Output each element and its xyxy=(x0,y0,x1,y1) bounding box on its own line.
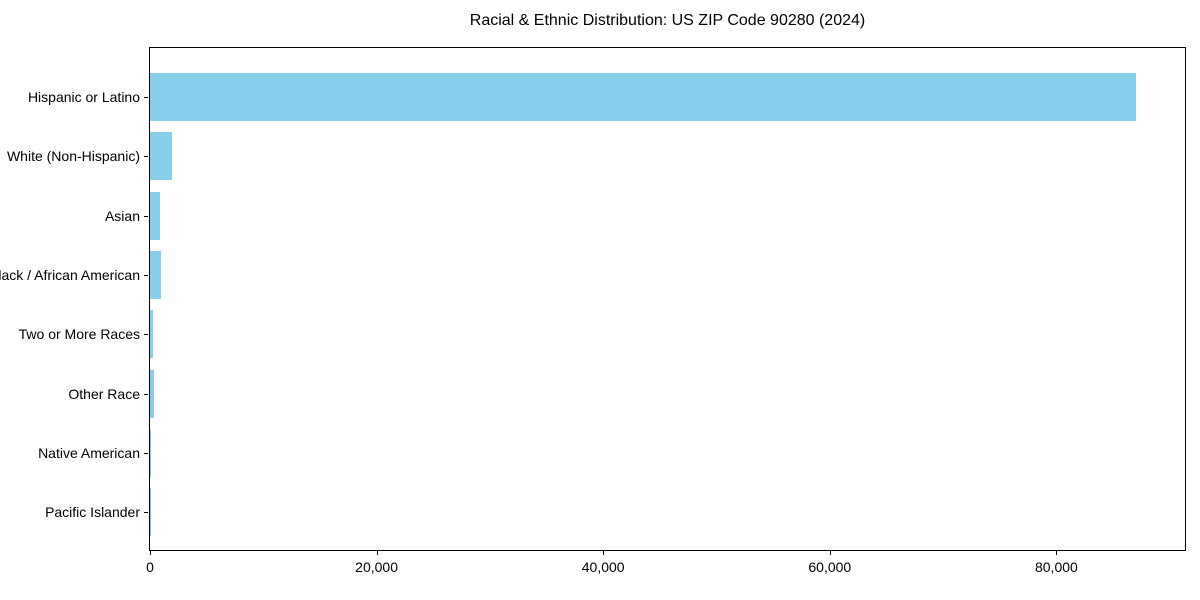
x-axis-tick-mark xyxy=(603,551,605,555)
x-axis-tick-label: 0 xyxy=(146,559,154,575)
y-axis-tick-mark xyxy=(144,97,148,98)
y-axis-tick-mark xyxy=(144,393,148,395)
bar-white-non-hispanic xyxy=(150,132,172,181)
y-axis-label-asian: Asian xyxy=(104,207,140,224)
y-axis-label-hispanic-or-latino: Hispanic or Latino xyxy=(27,89,140,105)
y-axis-label-white-non-hispanic: White (Non-Hispanic) xyxy=(6,148,140,165)
x-axis-tick-label: 80,000 xyxy=(1034,559,1078,575)
x-axis-tick-label: 20,000 xyxy=(355,559,399,575)
x-axis-tick-mark xyxy=(829,551,831,555)
bar-other-race xyxy=(150,369,154,418)
plot-area xyxy=(149,47,1186,551)
bar-black-african-american xyxy=(150,250,161,299)
bar-asian xyxy=(150,191,160,240)
bar-two-or-more-races xyxy=(150,310,154,359)
y-axis-tick-mark xyxy=(144,512,148,514)
x-axis-tick-mark xyxy=(150,551,151,555)
chart-title: Racial & Ethnic Distribution: US ZIP Cod… xyxy=(469,12,866,29)
y-axis-label-native-american: Native American xyxy=(38,444,140,461)
bar-native-american xyxy=(150,428,151,477)
y-axis-label-two-or-more-races: Two or More Races xyxy=(18,326,140,343)
y-axis-tick-mark xyxy=(144,156,148,158)
y-axis-label-other-race: Other Race xyxy=(68,385,140,402)
y-axis-tick-mark xyxy=(144,334,148,336)
bar-hispanic-or-latino xyxy=(150,73,1136,121)
y-axis-tick-mark xyxy=(144,215,148,217)
x-axis-tick-mark xyxy=(1056,551,1058,555)
y-axis-tick-mark xyxy=(144,274,148,276)
y-axis-label-black-african-american: Black / African American xyxy=(0,266,140,283)
y-axis-label-pacific-islander: Pacific Islander xyxy=(45,504,140,521)
x-axis-tick-mark xyxy=(376,551,378,555)
x-axis-tick-label: 40,000 xyxy=(581,559,625,575)
y-axis-tick-mark xyxy=(144,452,148,454)
x-axis-tick-label: 60,000 xyxy=(808,559,852,575)
